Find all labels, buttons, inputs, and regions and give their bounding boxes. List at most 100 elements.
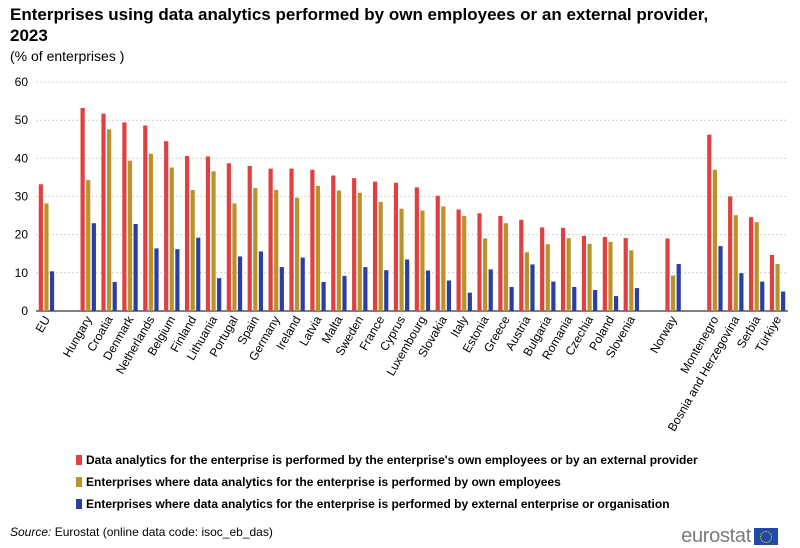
bar xyxy=(566,238,571,311)
bar xyxy=(321,281,326,311)
legend-swatch-total xyxy=(76,455,82,465)
chart-subtitle: (% of enterprises ) xyxy=(10,48,125,64)
bar xyxy=(587,243,592,311)
bar xyxy=(91,223,96,311)
bar xyxy=(665,238,670,311)
bar xyxy=(560,227,566,311)
bar xyxy=(488,269,493,311)
bar xyxy=(676,264,681,311)
bar xyxy=(545,244,550,311)
y-tick-label: 30 xyxy=(15,190,29,204)
bar xyxy=(456,209,461,311)
bar xyxy=(399,208,404,311)
bar xyxy=(477,213,482,311)
legend-item-own-employees: Enterprises where data analytics for the… xyxy=(76,474,698,496)
bar xyxy=(483,238,488,311)
y-tick-label: 60 xyxy=(15,75,29,89)
bar xyxy=(274,190,279,311)
bar xyxy=(289,168,294,311)
bar xyxy=(414,187,419,311)
source-label: Source: xyxy=(10,525,52,539)
bar xyxy=(530,264,535,311)
bar xyxy=(148,153,153,311)
bar xyxy=(378,201,383,311)
bar xyxy=(237,256,243,311)
bar xyxy=(728,196,733,311)
bar xyxy=(80,107,85,311)
bar xyxy=(707,134,712,311)
bar xyxy=(268,168,273,311)
bar xyxy=(279,267,284,311)
bar xyxy=(769,254,775,311)
bar xyxy=(310,169,315,311)
eu-flag-icon xyxy=(754,527,778,545)
bar xyxy=(372,181,378,311)
bar xyxy=(315,185,321,311)
bar xyxy=(357,192,362,311)
bar xyxy=(748,217,754,311)
y-tick-label: 40 xyxy=(15,151,29,165)
legend-item-total: Data analytics for the enterprise is per… xyxy=(76,452,698,474)
bar xyxy=(733,215,738,311)
source-note: Source: Eurostat (online data code: isoc… xyxy=(10,525,273,539)
bar xyxy=(253,188,258,311)
bar xyxy=(184,156,190,311)
bar xyxy=(300,257,305,311)
bar xyxy=(44,203,49,311)
source-text: Eurostat (online data code: isoc_eb_das) xyxy=(51,525,273,539)
bar xyxy=(190,190,195,311)
bar xyxy=(211,171,216,311)
bar xyxy=(435,195,440,311)
bar xyxy=(462,215,467,311)
bar xyxy=(623,238,628,311)
y-tick-label: 50 xyxy=(15,113,29,127)
bar xyxy=(524,252,529,311)
bar xyxy=(363,267,368,311)
bar xyxy=(420,210,425,311)
bar xyxy=(169,167,174,311)
bar xyxy=(718,246,723,311)
bar xyxy=(425,270,431,311)
chart-title: Enterprises using data analytics perform… xyxy=(10,5,709,45)
bar xyxy=(608,241,613,311)
bar xyxy=(405,259,410,311)
bar xyxy=(331,175,336,311)
bar xyxy=(602,236,607,311)
bar xyxy=(342,275,347,311)
bar xyxy=(38,184,43,311)
legend-swatch-external xyxy=(76,499,82,509)
bar xyxy=(572,286,577,311)
logo-text: eurostat xyxy=(681,524,751,547)
bar xyxy=(551,281,556,311)
bar xyxy=(384,270,389,311)
bar xyxy=(127,160,133,311)
y-tick-label: 0 xyxy=(21,304,28,318)
y-tick-label: 10 xyxy=(15,266,29,280)
bar xyxy=(205,156,211,311)
x-tick-label: Norway xyxy=(647,314,679,356)
bar xyxy=(217,278,222,311)
eurostat-logo: eurostat xyxy=(681,524,778,547)
bar xyxy=(49,271,55,311)
bar xyxy=(634,288,640,311)
bar xyxy=(143,125,148,311)
bar xyxy=(754,222,759,311)
bar xyxy=(336,190,341,311)
bar xyxy=(498,215,503,311)
bar xyxy=(671,275,676,311)
bar xyxy=(467,292,472,311)
legend-item-external: Enterprises where data analytics for the… xyxy=(76,496,698,518)
bar xyxy=(739,273,744,311)
bar xyxy=(122,122,127,311)
x-tick-label: EU xyxy=(33,314,53,335)
bar xyxy=(112,281,117,311)
bar xyxy=(295,197,300,311)
bar xyxy=(581,235,587,311)
legend-label-own-employees: Enterprises where data analytics for the… xyxy=(86,475,561,489)
chart-legend: Data analytics for the enterprise is per… xyxy=(76,452,698,518)
legend-label-total: Data analytics for the enterprise is per… xyxy=(86,453,698,467)
bar xyxy=(232,203,237,311)
y-tick-label: 20 xyxy=(15,228,29,242)
bar xyxy=(540,227,545,311)
bar xyxy=(86,180,91,311)
